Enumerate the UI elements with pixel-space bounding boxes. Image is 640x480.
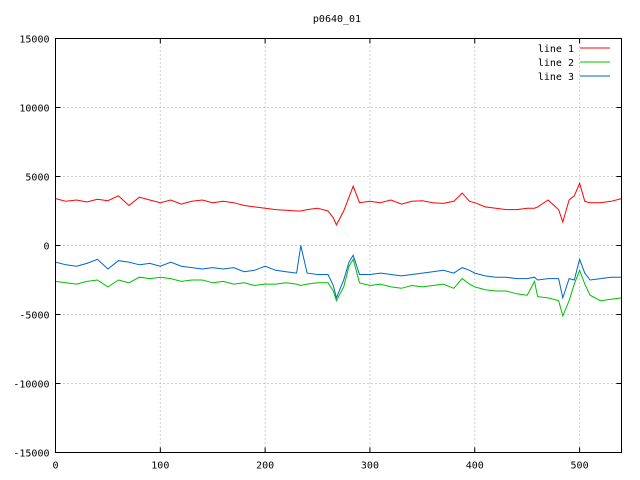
x-tick-label: 500 [571,461,589,472]
axis-ticks: 0 100 200 300 400 500 -15000 -10000 -5000 0 5000 10… [13,35,622,472]
x-tick-label: 300 [361,461,379,472]
legend-label-3: line 3 [538,72,574,83]
x-tick-label: 400 [466,461,484,472]
y-tick-label: -10000 [13,380,49,391]
series-group [55,181,622,318]
y-tick-label: 5000 [25,173,49,184]
series-line-1 [55,181,622,226]
legend-label-2: line 2 [538,58,574,69]
y-tick-label: -15000 [13,449,49,460]
x-tick-label: 0 [52,461,58,472]
y-tick-label: -5000 [19,311,49,322]
series-line-3 [55,245,622,300]
series-line-2 [55,258,622,318]
x-tick-label: 100 [151,461,169,472]
y-tick-label: 10000 [19,104,49,115]
y-tick-label: 15000 [19,35,49,46]
x-tick-label: 200 [256,461,274,472]
legend: line 1 line 2 line 3 [538,44,610,83]
y-tick-label: 0 [43,242,49,253]
grid [55,38,622,453]
legend-label-1: line 1 [538,44,574,55]
chart-title: p0640_01 [313,14,361,25]
